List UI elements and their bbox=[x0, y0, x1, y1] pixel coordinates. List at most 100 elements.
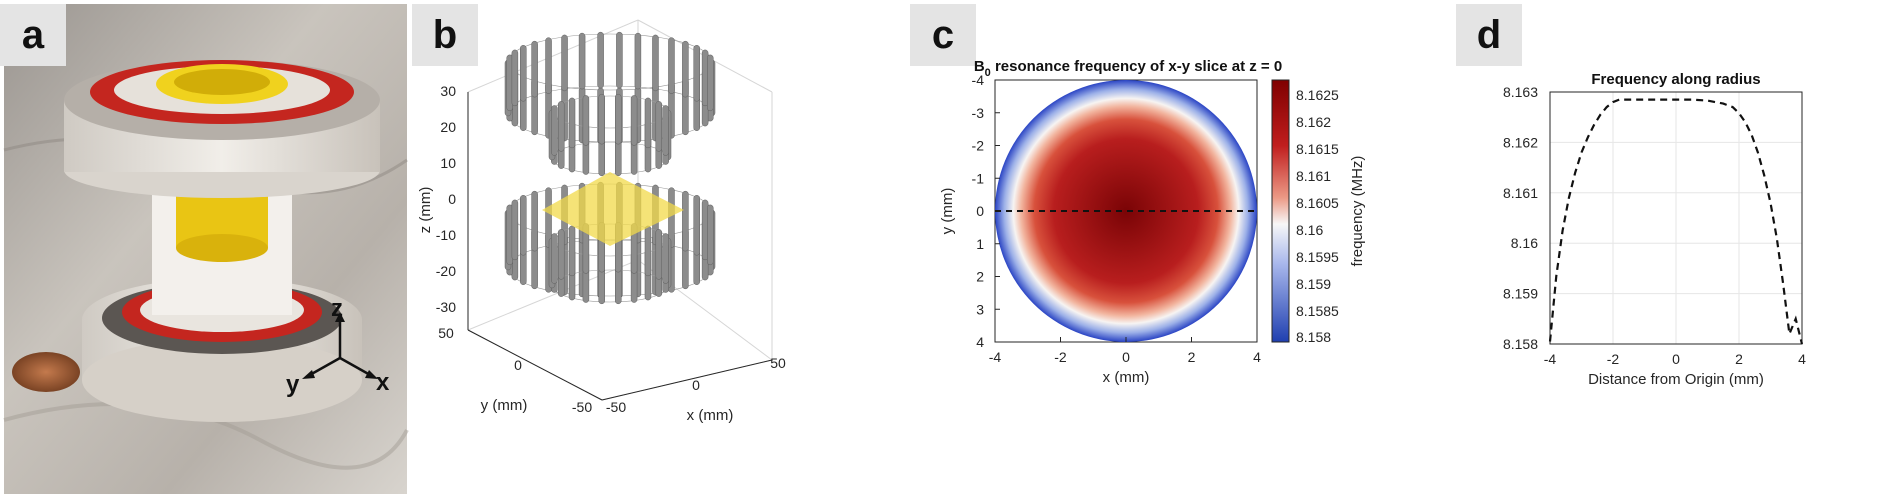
line-x-tick: -4 bbox=[1544, 351, 1557, 367]
coil-segment bbox=[655, 229, 663, 280]
coil-segment bbox=[693, 195, 700, 256]
coil-segment bbox=[615, 93, 622, 145]
heatmap-field bbox=[995, 80, 1257, 342]
coil-segment bbox=[693, 45, 700, 102]
z-tick: -30 bbox=[436, 299, 456, 315]
panel-a: a z y x bbox=[0, 0, 410, 498]
line-y-tick: 8.159 bbox=[1503, 286, 1538, 302]
heatmap-y-tick: 2 bbox=[976, 269, 984, 285]
colorbar-label: frequency (MHz) bbox=[1349, 156, 1366, 267]
x-tick: -50 bbox=[606, 399, 626, 415]
heatmap-y-tick: -1 bbox=[972, 170, 985, 186]
colorbar-tick: 8.161 bbox=[1296, 168, 1331, 184]
coil-segment bbox=[520, 195, 527, 256]
coil-segment bbox=[578, 32, 586, 90]
slice-plane-z0 bbox=[542, 172, 684, 246]
panel-a-label: a bbox=[0, 4, 66, 66]
line-y-tick: 8.158 bbox=[1503, 336, 1538, 352]
colorbar-tick: 8.162 bbox=[1296, 114, 1331, 130]
heatmap-y-tick: -4 bbox=[972, 72, 985, 88]
coil-segment bbox=[707, 54, 714, 112]
heatmap-x-tick: -4 bbox=[989, 349, 1002, 365]
panel-d-label: d bbox=[1456, 4, 1522, 66]
z-axis-label: z (mm) bbox=[417, 187, 434, 234]
coil-segment bbox=[662, 233, 669, 284]
panel-c-label: c bbox=[910, 4, 976, 66]
heatmap-y-tick: 0 bbox=[976, 203, 984, 219]
coil-segment bbox=[568, 97, 576, 149]
coil-segment bbox=[582, 95, 590, 146]
z-tick: 0 bbox=[448, 191, 456, 207]
coil-segment bbox=[634, 32, 642, 90]
colorbar-tick: 8.1585 bbox=[1296, 303, 1339, 319]
line-y-tick: 8.163 bbox=[1503, 84, 1538, 100]
coil-segment bbox=[551, 105, 558, 156]
colorbar-tick: 8.158 bbox=[1296, 329, 1331, 345]
coil-segment bbox=[557, 229, 565, 280]
colorbar bbox=[1271, 79, 1290, 343]
z-tick: -10 bbox=[436, 227, 456, 243]
coil-3d-plot: 30 20 10 0 -10 -20 -30 z (mm) 50 0 -50 y… bbox=[417, 19, 786, 424]
y-tick: 50 bbox=[438, 325, 454, 341]
z-tick: -20 bbox=[436, 263, 456, 279]
coil-segment bbox=[616, 31, 623, 89]
coil-segment bbox=[545, 187, 552, 248]
panel-b-label: b bbox=[412, 4, 478, 66]
coil-segment bbox=[644, 225, 652, 277]
coil-segment bbox=[545, 37, 552, 94]
heatmap-xlabel: x (mm) bbox=[1103, 369, 1150, 386]
line-y-tick: 8.162 bbox=[1503, 134, 1538, 150]
coil-segment bbox=[682, 190, 689, 252]
line-x-tick: 4 bbox=[1798, 351, 1806, 367]
colorbar-tick: 8.1615 bbox=[1296, 141, 1339, 157]
colorbar-tick: 8.1605 bbox=[1296, 195, 1339, 211]
coil-elements bbox=[504, 31, 716, 305]
x-tick: 0 bbox=[692, 377, 700, 393]
line-chart-title: Frequency along radius bbox=[1591, 71, 1760, 88]
coil-segment bbox=[598, 93, 605, 145]
coil-segment bbox=[630, 95, 638, 146]
heatmap-x-tick: -2 bbox=[1054, 349, 1067, 365]
coil-segment bbox=[655, 101, 663, 152]
heatmap-chart: B0 resonance frequency of x-y slice at z… bbox=[939, 58, 1366, 386]
y-axis-label: y (mm) bbox=[481, 397, 528, 414]
colorbar-tick: 8.1625 bbox=[1296, 87, 1339, 103]
coil-segment bbox=[668, 37, 675, 94]
z-tick: 10 bbox=[440, 155, 456, 171]
axis-z-letter: z bbox=[331, 295, 343, 322]
coil-segment bbox=[597, 31, 604, 89]
line-y-tick: 8.16 bbox=[1511, 235, 1538, 251]
photo-coil-assembly bbox=[3, 4, 409, 494]
heatmap-y-tick: 4 bbox=[976, 334, 984, 350]
heatmap-y-tick: 1 bbox=[976, 236, 984, 252]
panel-c: c B0 resonance frequency of x-y slice bbox=[910, 0, 1480, 498]
coil-segment bbox=[511, 199, 519, 261]
axis-y-letter: y bbox=[286, 371, 300, 398]
colorbar-tick: 8.159 bbox=[1296, 276, 1331, 292]
frequency-series-line bbox=[1548, 98, 1804, 345]
coil-segment bbox=[707, 204, 714, 266]
heatmap-title: B0 resonance frequency of x-y slice at z… bbox=[974, 58, 1282, 79]
coil-segment bbox=[551, 233, 558, 284]
x-tick: 50 bbox=[770, 355, 786, 371]
heatmap-x-tick: 2 bbox=[1188, 349, 1196, 365]
heatmap-y-tick: -2 bbox=[972, 138, 985, 154]
colorbar-tick: 8.16 bbox=[1296, 222, 1323, 238]
line-x-tick: -2 bbox=[1607, 351, 1620, 367]
heatmap-ylabel: y (mm) bbox=[939, 188, 956, 235]
z-tick: 20 bbox=[440, 119, 456, 135]
coil-segment bbox=[644, 97, 652, 149]
axis-x-letter: x bbox=[376, 369, 390, 396]
coil-segment bbox=[568, 225, 576, 277]
line-xlabel: Distance from Origin (mm) bbox=[1588, 371, 1764, 388]
heatmap-y-tick: 3 bbox=[976, 301, 984, 317]
heatmap-y-tick: -3 bbox=[972, 105, 985, 121]
panel-b: b 30 20 10 0 -10 -20 -30 z (mm) bbox=[412, 0, 807, 498]
z-tick: 30 bbox=[440, 83, 456, 99]
coil-segment bbox=[561, 34, 568, 92]
coil-segment bbox=[682, 40, 689, 98]
coil-segment bbox=[520, 45, 527, 102]
line-x-tick: 2 bbox=[1735, 351, 1743, 367]
coil-segment bbox=[511, 49, 519, 107]
y-tick: -50 bbox=[572, 399, 592, 415]
